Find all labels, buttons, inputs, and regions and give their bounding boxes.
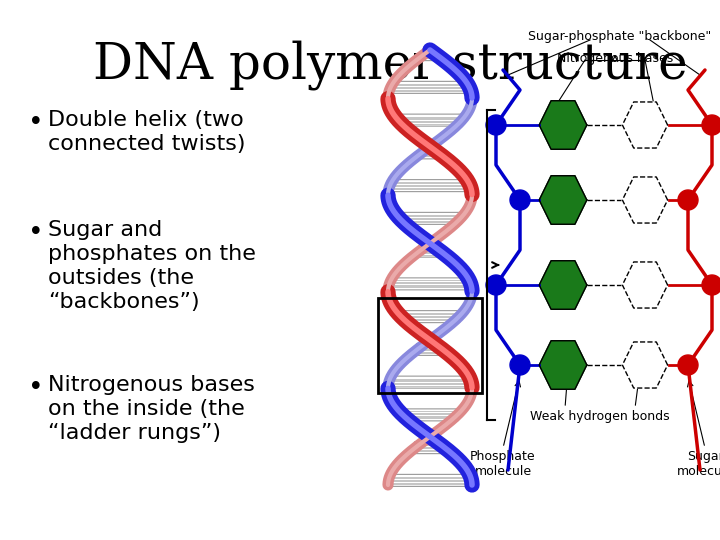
FancyBboxPatch shape [388, 278, 472, 290]
Polygon shape [622, 262, 667, 308]
Text: Double helix (two
connected twists): Double helix (two connected twists) [48, 110, 246, 154]
Polygon shape [539, 101, 587, 149]
FancyBboxPatch shape [418, 245, 441, 257]
Circle shape [510, 355, 530, 375]
Circle shape [510, 190, 530, 210]
FancyBboxPatch shape [387, 474, 472, 487]
Text: Sugar
molecule: Sugar molecule [676, 450, 720, 478]
FancyBboxPatch shape [423, 49, 437, 60]
Circle shape [678, 355, 698, 375]
FancyBboxPatch shape [388, 376, 472, 388]
FancyBboxPatch shape [390, 82, 470, 93]
Polygon shape [622, 342, 667, 388]
Text: •: • [28, 375, 44, 401]
Text: Sugar-phosphate "backbone": Sugar-phosphate "backbone" [528, 30, 711, 43]
Polygon shape [539, 261, 587, 309]
FancyBboxPatch shape [399, 212, 462, 225]
FancyBboxPatch shape [414, 442, 446, 454]
FancyBboxPatch shape [420, 147, 439, 159]
Polygon shape [539, 341, 587, 389]
Circle shape [486, 275, 506, 295]
Circle shape [702, 275, 720, 295]
Text: Phosphate
molecule: Phosphate molecule [470, 450, 536, 478]
Text: Nitrogenous bases
on the inside (the
“ladder rungs”): Nitrogenous bases on the inside (the “la… [48, 375, 255, 443]
Bar [378, 298, 482, 393]
Text: Weak hydrogen bonds: Weak hydrogen bonds [530, 410, 670, 423]
FancyBboxPatch shape [389, 180, 471, 192]
Circle shape [702, 115, 720, 135]
Text: DNA polymer structure: DNA polymer structure [93, 40, 688, 90]
Polygon shape [622, 102, 667, 148]
FancyBboxPatch shape [397, 114, 463, 126]
Polygon shape [539, 176, 587, 224]
Text: •: • [28, 110, 44, 136]
FancyBboxPatch shape [400, 310, 460, 322]
FancyBboxPatch shape [416, 343, 444, 355]
Circle shape [486, 115, 506, 135]
FancyBboxPatch shape [402, 409, 459, 421]
Polygon shape [622, 177, 667, 223]
Text: Nitrogenous bases: Nitrogenous bases [557, 52, 673, 65]
Text: Sugar and
phosphates on the
outsides (the
“backbones”): Sugar and phosphates on the outsides (th… [48, 220, 256, 312]
Circle shape [678, 190, 698, 210]
Text: •: • [28, 220, 44, 246]
